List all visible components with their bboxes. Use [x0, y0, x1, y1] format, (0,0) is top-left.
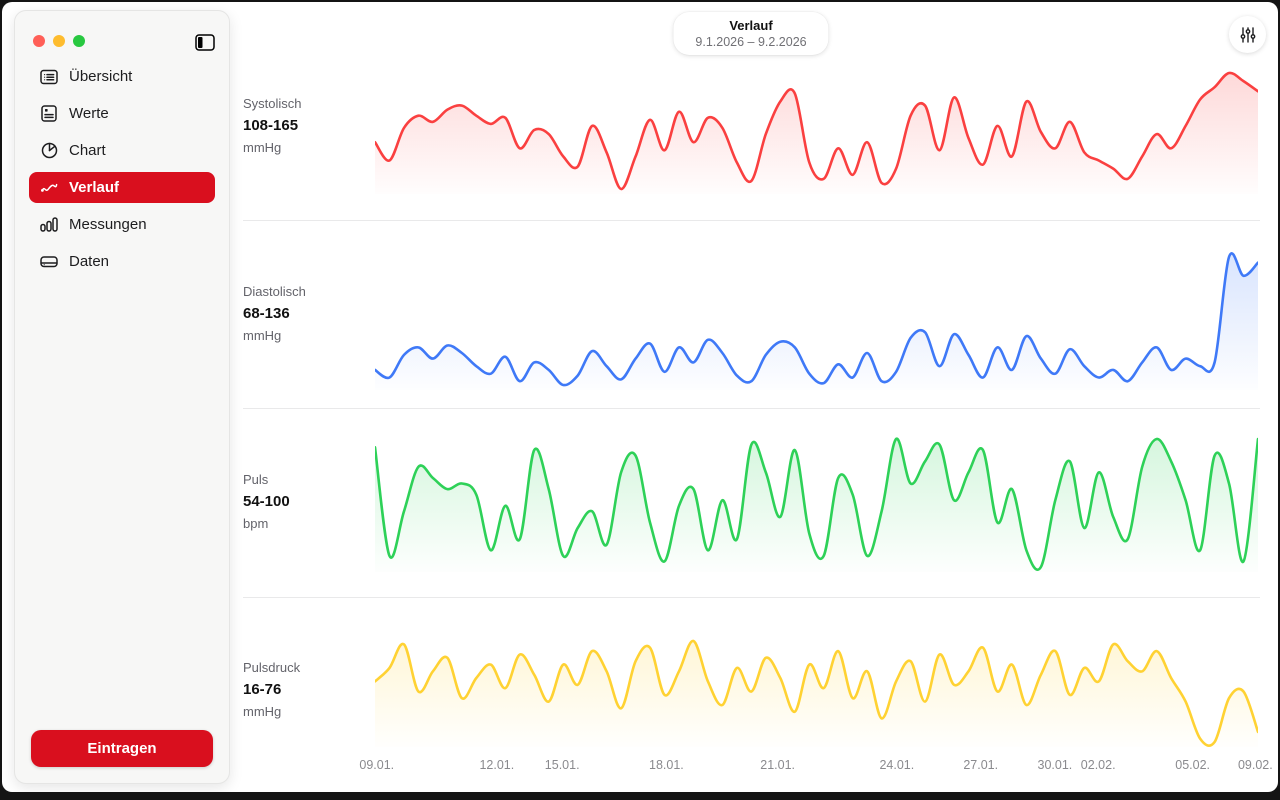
x-tick-label: 05.02. — [1175, 758, 1211, 772]
sidebar-nav: Übersicht Werte — [29, 61, 215, 283]
values-icon — [39, 104, 59, 124]
minimize-window-button[interactable] — [53, 35, 65, 47]
diastolisch-line-chart — [375, 252, 1258, 390]
sidebar-item-label: Werte — [69, 105, 109, 122]
zoom-window-button[interactable] — [73, 35, 85, 47]
sidebar-item-uebersicht[interactable]: Übersicht — [29, 61, 215, 92]
sidebar-item-werte[interactable]: Werte — [29, 98, 215, 129]
series-name: Systolisch — [243, 96, 302, 111]
sidebar-item-daten[interactable]: Daten — [29, 246, 215, 277]
sidebar-item-messungen[interactable]: Messungen — [29, 209, 215, 240]
sidebar-toggle-icon — [195, 33, 215, 51]
chart-puls — [375, 432, 1258, 572]
sliders-icon — [1240, 26, 1255, 43]
series-unit: mmHg — [243, 704, 282, 719]
divider — [243, 220, 1260, 221]
sidebar-item-label: Chart — [69, 142, 106, 159]
x-tick-label: 30.01. — [1037, 758, 1073, 772]
x-tick-label: 15.01. — [544, 758, 580, 772]
puls-line-chart — [375, 437, 1258, 572]
sidebar-item-label: Daten — [69, 253, 110, 270]
x-tick-label: 09.01. — [359, 758, 395, 772]
x-tick-label: 18.01. — [648, 758, 684, 772]
chart-label-diastolisch: Diastolisch 68-136 mmHg — [243, 284, 368, 343]
sidebar: Übersicht Werte — [14, 10, 230, 784]
filter-button[interactable] — [1229, 16, 1266, 53]
sidebar-item-label: Messungen — [69, 216, 147, 233]
series-name: Puls — [243, 472, 269, 487]
series-name: Pulsdruck — [243, 660, 301, 675]
chart-label-puls: Puls 54-100 bpm — [243, 472, 368, 531]
x-tick-label: 21.01. — [760, 758, 796, 772]
chart-label-pulsdruck: Pulsdruck 16-76 mmHg — [243, 660, 368, 719]
chart-label-systolisch: Systolisch 108-165 mmHg — [243, 96, 368, 155]
page-title: Verlauf — [729, 18, 773, 33]
x-tick-label: 12.01. — [479, 758, 515, 772]
systolisch-line-chart — [375, 71, 1258, 194]
chart-systolisch — [375, 66, 1258, 194]
series-range: 54-100 — [243, 493, 290, 510]
chart-diastolisch — [375, 250, 1258, 390]
x-tick-label: 09.02. — [1237, 758, 1273, 772]
pulsdruck-line-chart — [375, 639, 1258, 747]
eintragen-button[interactable]: Eintragen — [31, 730, 213, 767]
sidebar-item-label: Verlauf — [69, 179, 120, 196]
date-range: 9.1.2026 – 9.2.2026 — [695, 35, 807, 49]
page-title-pill: Verlauf 9.1.2026 – 9.2.2026 — [673, 12, 829, 55]
series-name: Diastolisch — [243, 284, 306, 299]
x-tick-label: 27.01. — [963, 758, 999, 772]
chart-pulsdruck — [375, 634, 1258, 747]
divider — [243, 597, 1260, 598]
divider — [243, 408, 1260, 409]
series-unit: mmHg — [243, 328, 282, 343]
sidebar-toggle-button[interactable] — [193, 31, 217, 53]
close-window-button[interactable] — [33, 35, 45, 47]
series-unit: bpm — [243, 516, 269, 531]
x-tick-label: 02.02. — [1080, 758, 1116, 772]
bars-icon — [39, 215, 59, 235]
series-unit: mmHg — [243, 140, 282, 155]
sidebar-item-label: Übersicht — [69, 68, 133, 85]
overview-icon — [39, 67, 59, 87]
line-chart-icon — [39, 178, 59, 198]
series-range: 16-76 — [243, 681, 282, 698]
sidebar-item-chart[interactable]: Chart — [29, 135, 215, 166]
series-range: 108-165 — [243, 117, 299, 134]
window-controls — [33, 35, 85, 47]
x-axis-labels: 09.01. 12.01. 15.01. 18.01. 21.01. 24.01. 27.0… — [359, 758, 1272, 778]
x-tick-label: 24.01. — [879, 758, 915, 772]
sidebar-item-verlauf[interactable]: Verlauf — [29, 172, 215, 203]
series-range: 68-136 — [243, 305, 290, 322]
drive-icon — [39, 252, 59, 272]
pie-chart-icon — [39, 141, 59, 161]
